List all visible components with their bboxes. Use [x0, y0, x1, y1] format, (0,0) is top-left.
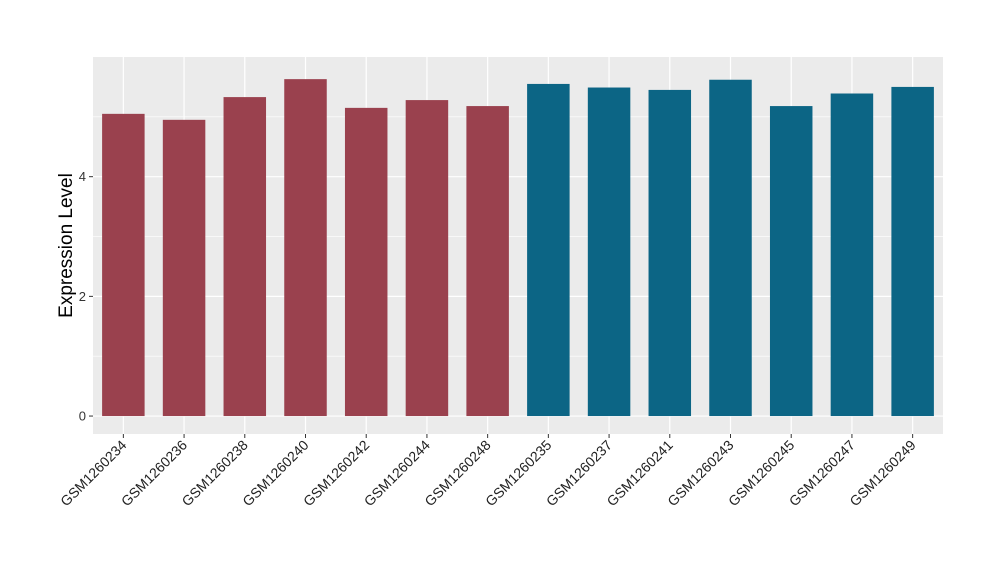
y-axis: 0 2 4 — [79, 169, 93, 424]
bar-GSM1260245 — [769, 106, 813, 417]
bar-GSM1260247 — [830, 93, 874, 417]
bar-GSM1260238 — [223, 97, 267, 417]
plot-panel — [93, 57, 943, 434]
bar-GSM1260237 — [587, 87, 631, 417]
bars — [102, 79, 934, 417]
bar-GSM1260249 — [891, 86, 934, 417]
bar-GSM1260235 — [527, 83, 570, 417]
y-tick-label: 0 — [79, 409, 86, 424]
bar-GSM1260242 — [344, 107, 388, 417]
bar-GSM1260241 — [648, 89, 692, 417]
bar-GSM1260236 — [162, 119, 206, 417]
bar-GSM1260243 — [709, 79, 752, 417]
bar-GSM1260234 — [102, 113, 145, 417]
x-axis: GSM1260234GSM1260236GSM1260238GSM1260240… — [57, 434, 919, 509]
y-tick-label: 2 — [79, 289, 86, 304]
y-tick-label: 4 — [79, 169, 86, 184]
bar-GSM1260244 — [405, 100, 449, 417]
y-axis-title: Expression Level — [56, 173, 77, 318]
bar-GSM1260240 — [284, 79, 327, 417]
bar-GSM1260248 — [466, 106, 509, 417]
